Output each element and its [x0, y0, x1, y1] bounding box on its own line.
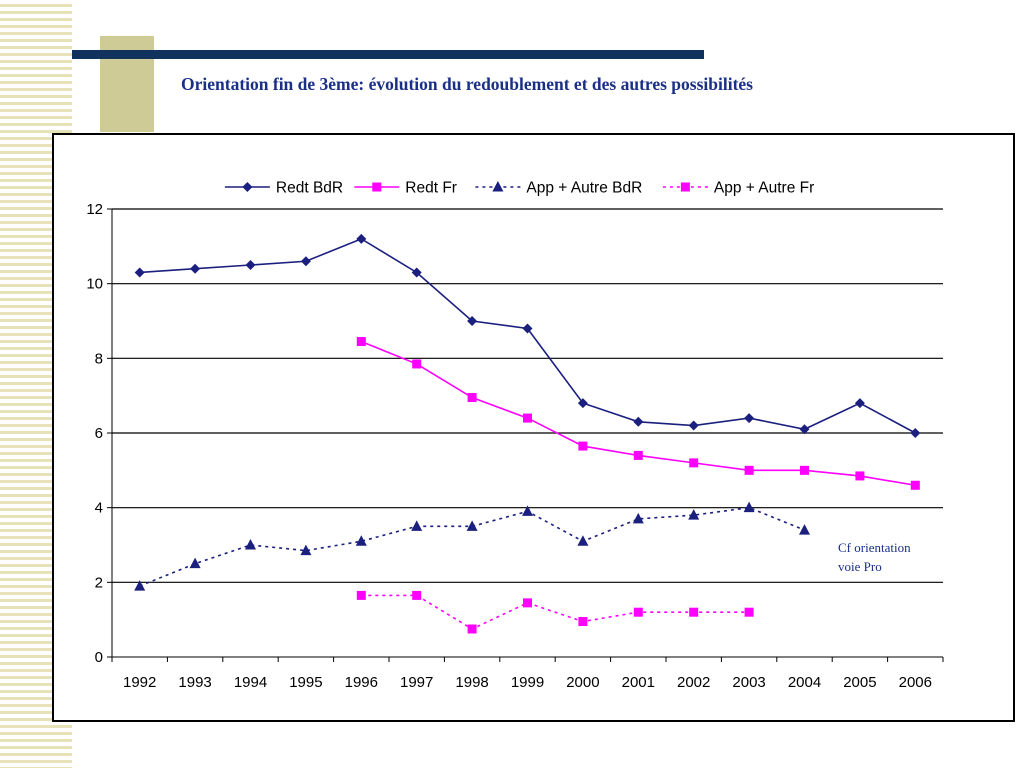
- legend-label-redt-bdr: Redt BdR: [276, 180, 343, 197]
- data-point-redt-bdr: [467, 316, 478, 326]
- data-point-redt-fr: [910, 480, 920, 490]
- data-point-redt-bdr: [245, 260, 256, 270]
- data-point-redt-fr: [356, 337, 366, 347]
- series-line-app-autre-fr: [361, 594, 750, 630]
- data-point-app-autre-bdr: [245, 539, 256, 550]
- series-line-redt-fr: [361, 340, 916, 487]
- data-point-app-autre-bdr: [743, 501, 755, 513]
- data-point-app-autre-bdr: [577, 535, 589, 546]
- annotation-line-1: Cf orientation: [838, 540, 911, 555]
- annotation-line-2: voie Pro: [838, 559, 882, 574]
- line-chart: 0 2 4 6 8 10 12 1992 1993 1994 1995 1996 1997 1998 199…: [86, 180, 944, 691]
- y-tick-label: 0: [95, 649, 103, 666]
- x-tick-label: 1994: [234, 674, 267, 691]
- data-point-app-autre-fr: [744, 607, 754, 617]
- slide-title: Orientation fin de 3ème: évolution du re…: [181, 74, 753, 94]
- x-tick-label: 1996: [345, 674, 378, 691]
- data-point-redt-bdr: [356, 233, 367, 244]
- legend-marker-redt-fr: [372, 182, 382, 192]
- data-point-redt-fr: [744, 465, 754, 475]
- data-point-redt-bdr: [744, 413, 755, 424]
- data-point-app-autre-fr: [412, 590, 422, 600]
- data-point-app-autre-bdr: [300, 544, 312, 556]
- data-point-redt-fr: [633, 450, 643, 460]
- annotation-note: Cf orientation voie Pro: [838, 538, 958, 576]
- legend-marker-app-autre-bdr: [492, 181, 504, 192]
- x-tick-label: 1997: [400, 674, 433, 691]
- legend-marker-app-autre-fr: [680, 182, 690, 192]
- data-point-redt-bdr: [633, 416, 644, 427]
- data-point-redt-fr: [578, 441, 588, 451]
- data-point-app-autre-bdr: [134, 580, 146, 591]
- data-point-redt-bdr: [799, 424, 810, 435]
- data-point-redt-bdr: [134, 267, 145, 278]
- y-tick-label: 2: [95, 574, 103, 591]
- x-tick-label: 2003: [732, 674, 765, 691]
- x-tick-label: 1992: [123, 674, 156, 691]
- data-point-redt-bdr: [854, 398, 865, 409]
- x-tick-label: 2004: [788, 674, 821, 691]
- x-tick-label: 1993: [178, 674, 211, 691]
- data-point-app-autre-bdr: [522, 505, 533, 516]
- legend-label-app-autre-bdr: App + Autre BdR: [526, 180, 642, 197]
- legend-marker-redt-bdr: [242, 182, 253, 192]
- x-tick-label: 1999: [511, 674, 544, 691]
- data-point-redt-fr: [689, 458, 699, 468]
- data-point-redt-bdr: [411, 267, 422, 278]
- data-point-app-autre-bdr: [355, 535, 367, 546]
- data-point-redt-bdr: [300, 256, 311, 267]
- data-point-app-autre-bdr: [688, 509, 700, 520]
- data-point-app-autre-fr: [467, 624, 477, 634]
- data-point-app-autre-bdr: [466, 520, 478, 531]
- legend-label-redt-fr: Redt Fr: [405, 180, 457, 197]
- data-point-redt-bdr: [688, 420, 699, 431]
- data-point-redt-fr: [523, 413, 532, 423]
- decorative-title-bar: [72, 50, 704, 59]
- data-point-app-autre-bdr: [632, 512, 644, 524]
- series-line-redt-bdr: [139, 237, 916, 434]
- x-tick-label: 1995: [289, 674, 322, 691]
- x-tick-label: 1998: [455, 674, 488, 691]
- x-tick-label: 2002: [677, 674, 710, 691]
- y-tick-label: 12: [86, 201, 103, 218]
- data-point-redt-bdr: [190, 263, 201, 274]
- y-tick-label: 10: [86, 276, 103, 293]
- x-tick-label: 2005: [843, 674, 876, 691]
- y-tick-label: 4: [95, 500, 103, 517]
- x-tick-label: 2006: [899, 674, 932, 691]
- x-tick-label: 2000: [566, 674, 599, 691]
- data-point-redt-fr: [412, 359, 422, 369]
- data-point-app-autre-fr: [633, 607, 643, 617]
- data-point-redt-bdr: [910, 428, 921, 438]
- series-line-app-autre-bdr: [139, 506, 805, 587]
- data-point-redt-fr: [855, 471, 865, 481]
- data-point-app-autre-bdr: [799, 524, 810, 535]
- y-tick-label: 6: [95, 425, 103, 442]
- data-point-redt-bdr: [522, 323, 533, 334]
- data-point-app-autre-fr: [523, 598, 532, 608]
- data-point-app-autre-fr: [689, 607, 699, 617]
- data-point-redt-bdr: [577, 398, 588, 409]
- data-point-redt-fr: [800, 465, 809, 475]
- data-point-app-autre-bdr: [411, 520, 423, 531]
- data-point-redt-fr: [467, 393, 477, 403]
- data-point-app-autre-bdr: [189, 557, 201, 569]
- data-point-app-autre-fr: [578, 617, 588, 627]
- chart-frame: 0 2 4 6 8 10 12 1992 1993 1994 1995 1996 1997 1998 199…: [52, 133, 1015, 722]
- x-tick-label: 2001: [622, 674, 655, 691]
- y-tick-label: 8: [95, 350, 103, 367]
- legend-label-app-autre-fr: App + Autre Fr: [714, 180, 814, 197]
- data-point-app-autre-fr: [356, 590, 366, 600]
